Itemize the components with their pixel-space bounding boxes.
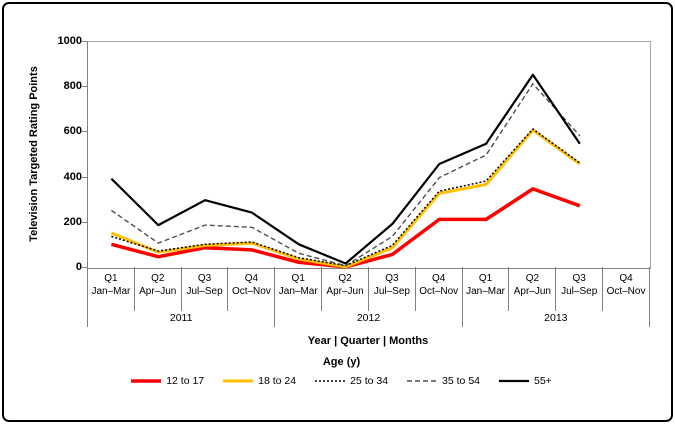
quarter-label: Q2 (151, 273, 165, 284)
quarter-cell: Q1 Jan–Mar (275, 267, 323, 311)
legend-swatch-35-to-54 (407, 380, 438, 382)
quarter-label: Q1 (291, 273, 305, 284)
year-cell: 2011 (88, 311, 276, 327)
year-axis-row: 2011 2012 2013 (87, 311, 650, 327)
x-axis-title: Year | Quarter | Months (307, 335, 429, 347)
quarter-cell: Q3 Jul–Sep (556, 267, 604, 311)
series-lines (110, 73, 581, 269)
legend-item: 12 to 17 (131, 375, 204, 387)
series-line-18-to-24 (110, 128, 581, 269)
legend-item: 35 to 54 (407, 375, 480, 387)
y-tick-mark (82, 86, 87, 88)
months-label: Jul–Sep (373, 286, 410, 297)
legend-swatch-18-to-24 (223, 379, 254, 383)
y-tick-label: 0 (75, 261, 82, 273)
quarter-cell: Q2 Apr–Jun (135, 267, 182, 311)
quarter-cell: Q1 Jan–Mar (463, 267, 510, 311)
quarter-label: Q3 (197, 273, 212, 284)
quarter-axis-row: Q1 Jan–Mar Q2 Apr–Jun Q3 Jul–Sep Q4 Oct–Nov Q1 Ja… (87, 267, 650, 311)
legend-item: 25 to 34 (315, 375, 388, 387)
y-tick-label: 800 (63, 80, 82, 93)
legend-swatch-25-to-34 (315, 380, 346, 382)
series-line-25-to-34 (111, 128, 581, 267)
y-tick-mark (82, 176, 87, 178)
months-label: Jan–Mar (466, 286, 505, 297)
months-label: Oct–Nov (606, 286, 646, 297)
y-tick-label: 400 (63, 170, 82, 183)
series-line-55plus (110, 73, 581, 265)
legend-label: 18 to 24 (258, 375, 297, 387)
y-tick-mark (82, 41, 87, 42)
legend-swatch-55plus (499, 379, 529, 383)
quarter-cell: Q3 Jul–Sep (369, 267, 416, 311)
legend-label: 55+ (534, 375, 552, 387)
quarter-label: Q4 (432, 273, 446, 284)
y-tick-mark (82, 267, 87, 268)
year-cell: 2012 (275, 311, 463, 327)
y-tick-mark (82, 131, 87, 133)
quarter-label: Q3 (385, 273, 399, 284)
quarter-cell: Q2 Apr–Jun (322, 267, 369, 311)
legend: 12 to 17 18 to 24 25 to 34 35 to 54 55+ (4, 375, 675, 387)
months-label: Apr–Jun (139, 286, 177, 297)
months-label: Apr–Jun (513, 286, 551, 297)
quarter-label: Q3 (572, 273, 586, 284)
line-chart: Television Targeted Rating Points Q1 Jan–… (4, 4, 671, 420)
quarter-cell: Q4 Oct–Nov (228, 267, 276, 311)
months-label: Apr–Jun (326, 286, 364, 297)
y-tick-label: 1000 (57, 35, 82, 47)
quarter-cell: Q1 Jan–Mar (88, 267, 135, 311)
quarter-label: Q4 (619, 273, 633, 284)
legend-label: 12 to 17 (166, 375, 205, 387)
legend-label: 25 to 34 (350, 375, 389, 387)
months-label: Jan–Mar (278, 286, 318, 297)
plot-area (87, 41, 651, 269)
months-label: Jul–Sep (561, 286, 598, 297)
y-axis-title: Television Targeted Rating Points (28, 66, 40, 242)
quarter-cell: Q3 Jul–Sep (182, 267, 229, 311)
quarter-label: Q2 (525, 273, 540, 284)
y-tick-label: 600 (63, 125, 82, 138)
year-cell: 2013 (463, 311, 650, 327)
legend-item: 55+ (499, 375, 552, 387)
quarter-cell: Q4 Oct–Nov (416, 267, 463, 311)
months-label: Jan–Mar (91, 286, 131, 297)
legend-swatch-12-to-17 (131, 379, 162, 383)
quarter-label: Q2 (338, 273, 352, 284)
quarter-label: Q4 (244, 273, 259, 284)
y-tick-mark (82, 221, 87, 223)
y-tick-label: 200 (63, 215, 82, 228)
series-line-12-to-17 (110, 187, 581, 269)
months-label: Jul–Sep (186, 286, 223, 297)
quarter-cell: Q2 Apr–Jun (509, 267, 557, 311)
months-label: Oct–Nov (419, 286, 459, 297)
legend-item: 18 to 24 (223, 375, 296, 387)
legend-title: Age (y) (322, 356, 361, 368)
quarter-label: Q1 (104, 273, 118, 284)
months-label: Oct–Nov (231, 286, 271, 297)
legend-label: 35 to 54 (442, 375, 480, 387)
quarter-label: Q1 (478, 273, 493, 284)
quarter-cell: Q4 Oct–Nov (603, 267, 650, 311)
series-line-35-to-54 (110, 83, 581, 267)
